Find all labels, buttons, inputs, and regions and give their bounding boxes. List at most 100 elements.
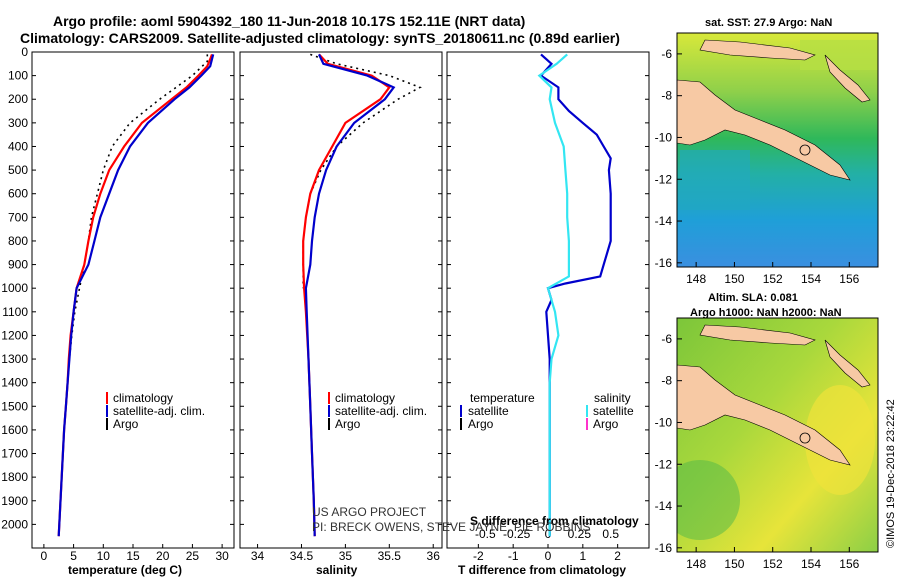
legend-climatology-label: climatology <box>113 391 173 405</box>
depth-tick-label: 1600 <box>1 423 28 437</box>
x-tick-label: -2 <box>473 549 484 563</box>
depth-tick-label: 1700 <box>1 447 28 461</box>
axes-layer: 0100200300400500600700800900100011001200… <box>1 45 649 563</box>
difference-xlabel: T difference from climatology <box>458 563 626 577</box>
map-lat-label: -16 <box>655 541 673 555</box>
depth-tick-label: 1400 <box>1 376 28 390</box>
depth-tick-label: 200 <box>8 92 28 106</box>
x-tick-label: 5 <box>70 549 77 563</box>
legend-salinity: climatology satellite-adj. clim. Argo <box>328 391 427 431</box>
sla-low-patch <box>677 460 740 540</box>
salinity-panel <box>239 51 443 549</box>
map-lon-label: 154 <box>801 557 821 571</box>
x-tick-label: 35 <box>339 549 353 563</box>
map-lon-label: 150 <box>724 557 744 571</box>
legend-sal-argo-label: Argo <box>593 417 619 431</box>
series-climatology <box>302 53 391 537</box>
legend-temp-satellite-label: satellite <box>468 404 509 418</box>
depth-tick-label: 800 <box>8 234 28 248</box>
legend-argo-label: Argo <box>113 417 139 431</box>
top-tick-label: 0 <box>545 527 552 541</box>
credit-project: US ARGO PROJECT <box>312 505 427 519</box>
depth-tick-label: 100 <box>8 69 28 83</box>
sst-map <box>677 33 878 267</box>
bougainville-land <box>824 54 871 103</box>
series-argo <box>302 53 422 289</box>
depth-tick-label: 2000 <box>1 517 28 531</box>
map-lon-label: 150 <box>724 272 744 286</box>
map-lat-label: -16 <box>655 256 673 270</box>
map-lat-label: -14 <box>655 214 673 228</box>
depth-tick-label: 1500 <box>1 399 28 413</box>
difference-panel <box>446 51 650 549</box>
x-tick-label: 2 <box>614 549 621 563</box>
x-tick-label: 34 <box>251 549 265 563</box>
depth-tick-label: 700 <box>8 210 28 224</box>
map-lat-label: -10 <box>655 130 673 144</box>
depth-tick-label: 1800 <box>1 470 28 484</box>
depth-tick-label: 500 <box>8 163 28 177</box>
top-tick-label: -0.25 <box>503 527 531 541</box>
map-lat-label: -10 <box>655 415 673 429</box>
map-lon-label: 156 <box>839 272 859 286</box>
map-lon-label: 154 <box>801 272 821 286</box>
depth-tick-label: 1300 <box>1 352 28 366</box>
sst-map-ticks: -6 -8 -10 -12 -14 -16 148 150 152 154 156 <box>655 47 860 286</box>
depth-tick-label: 1000 <box>1 281 28 295</box>
map-lon-label: 152 <box>763 557 783 571</box>
x-tick-label: 35.5 <box>378 549 402 563</box>
series-satellite-adj-clim- <box>57 54 215 537</box>
sla-map-ticks: -6 -8 -10 -12 -14 -16 148 150 152 154 156 <box>655 332 860 571</box>
depth-tick-label: 300 <box>8 116 28 130</box>
legend-temperature: climatology satellite-adj. clim. Argo <box>106 391 205 431</box>
legend-difference: temperature satellite Argo salinity sate… <box>460 391 634 431</box>
map-lon-label: 148 <box>686 557 706 571</box>
depth-tick-label: 1200 <box>1 328 28 342</box>
lines-layer <box>57 53 612 537</box>
legend-salinity-header: salinity <box>594 391 631 405</box>
depth-tick-label: 600 <box>8 187 28 201</box>
map-lon-label: 156 <box>839 557 859 571</box>
x-tick-label: 20 <box>156 549 170 563</box>
sst-float-marker <box>799 144 811 156</box>
map-lat-label: -14 <box>655 499 673 513</box>
top-tick-label: 0.5 <box>602 527 619 541</box>
sst-map-frame <box>676 32 879 268</box>
map-lat-label: -6 <box>661 332 672 346</box>
series-argo <box>66 54 209 383</box>
title-line-1: Argo profile: aoml 5904392_180 11-Jun-20… <box>53 13 525 29</box>
depth-tick-label: 900 <box>8 258 28 272</box>
sla-map-title-2: Argo h1000: NaN h2000: NaN <box>690 307 842 319</box>
salinity-xlabel: salinity <box>316 563 358 577</box>
x-tick-label: 10 <box>97 549 111 563</box>
new-guinea-land-2 <box>677 364 851 466</box>
x-tick-label: 15 <box>126 549 140 563</box>
sst-cool-patch <box>680 150 750 210</box>
x-tick-label: -1 <box>508 549 519 563</box>
imos-watermark: ©IMOS 19-Dec-2018 23:22:42 <box>885 399 897 548</box>
series-climatology <box>57 54 214 537</box>
legend-satellite-label: satellite-adj. clim. <box>335 404 427 418</box>
top-tick-label: 0.25 <box>568 527 592 541</box>
depth-tick-label: 1900 <box>1 494 28 508</box>
difference-top-label: S difference from climatology <box>470 514 639 528</box>
legend-temperature-header: temperature <box>470 391 535 405</box>
map-lat-label: -8 <box>661 89 672 103</box>
x-tick-label: 1 <box>579 549 586 563</box>
map-lon-label: 152 <box>763 272 783 286</box>
x-tick-label: 0 <box>41 549 48 563</box>
depth-tick-label: 400 <box>8 139 28 153</box>
series-satellite-adj-clim- <box>304 53 396 537</box>
credit-pi: PI: BRECK OWENS, STEVE JAYNE, PIE ROBBIN… <box>312 520 591 534</box>
map-lat-label: -12 <box>655 172 673 186</box>
bougainville-land-2 <box>824 339 871 388</box>
depth-tick-label: 1100 <box>2 305 28 319</box>
legend-climatology-label: climatology <box>335 391 395 405</box>
new-britain-land-2 <box>699 324 816 346</box>
depth-tick-label: 0 <box>21 45 28 59</box>
sla-map <box>677 318 878 552</box>
new-britain-land <box>699 39 816 61</box>
sla-map-title-1: Altim. SLA: 0.081 <box>708 292 798 304</box>
map-lon-label: 148 <box>686 272 706 286</box>
map-lat-label: -12 <box>655 457 673 471</box>
